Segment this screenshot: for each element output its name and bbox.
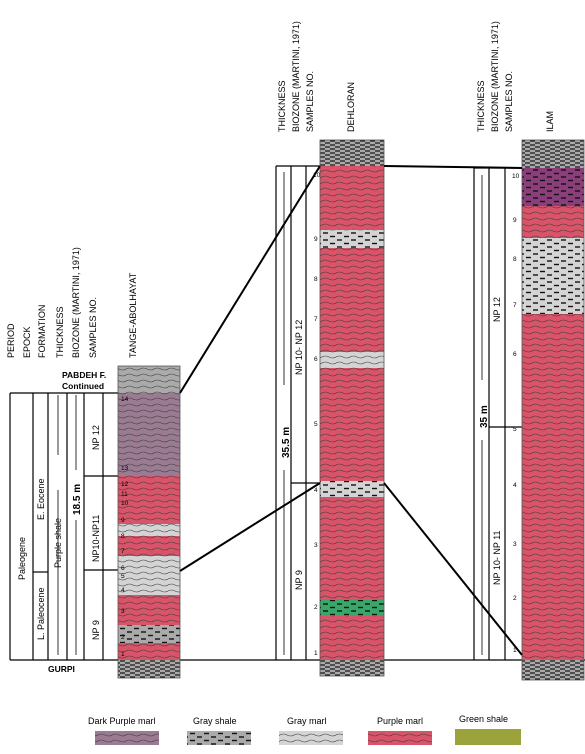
biozone-np9-dehloran: NP 9 xyxy=(294,570,304,590)
dehloran-sample-8: 8 xyxy=(314,276,318,283)
dehloran-thickness-value: 35.5 m xyxy=(281,427,292,458)
tange-sample-4: 4 xyxy=(121,587,125,594)
tange-sample-5: 5 xyxy=(121,573,125,580)
section-name-tange: TANGE-ABOLHAYAT xyxy=(128,272,138,358)
tange-sample-6: 6 xyxy=(121,565,125,572)
ilam-sample-10: 10 xyxy=(512,173,520,180)
ilam-header-biozone: BIOZONE (MARTINI, 1971) xyxy=(490,21,500,132)
dehloran-sample-10: 10 xyxy=(313,172,321,179)
tange-sample-7: 7 xyxy=(121,548,125,555)
legend-label-gray-marl: Gray marl xyxy=(287,716,327,726)
ilam-sample-1: 1 xyxy=(513,647,517,654)
ilam-thickness-value: 35 m xyxy=(479,405,490,428)
tange-sample-2: 2 xyxy=(121,634,125,641)
biozone-np12-tange: NP 12 xyxy=(91,425,101,450)
biozone-np9-tange: NP 9 xyxy=(91,620,101,640)
legend-item-green-shale: Green shale xyxy=(455,714,521,745)
tange-sample-13: 13 xyxy=(121,465,129,472)
dehloran-sample-numbers: 10 9 8 7 6 5 4 3 2 1 xyxy=(313,172,321,657)
legend-swatch-green-shale xyxy=(455,729,521,745)
legend-label-gray-shale: Gray shale xyxy=(193,716,237,726)
dehloran-header-thickness: THICKNESS xyxy=(277,80,287,132)
tange-sample-12: 12 xyxy=(121,481,129,488)
tange-sample-numbers: 14 13 12 11 10 9 8 7 6 5 4 3 2 1 xyxy=(121,396,129,658)
dehloran-sample-1: 1 xyxy=(314,650,318,657)
legend-label-dark-purple-marl: Dark Purple marl xyxy=(88,716,156,726)
tange-sample-9: 9 xyxy=(121,517,125,524)
ilam-sample-5: 5 xyxy=(513,426,517,433)
header-samples: SAMPLES NO. xyxy=(88,297,98,358)
header-period: PERIOD xyxy=(6,323,16,358)
period-label: Paleogene xyxy=(17,537,27,580)
biozone-np10-np11-tange: NP10-NP11 xyxy=(91,515,101,562)
ilam-header-samples: SAMPLES NO. xyxy=(504,71,514,132)
dehloran-sample-5: 5 xyxy=(314,421,318,428)
ilam-sample-7: 7 xyxy=(513,302,517,309)
ilam-sample-numbers: 10 9 8 7 6 5 4 3 2 1 xyxy=(512,173,520,654)
legend-item-dark-purple-marl: Dark Purple marl xyxy=(88,716,159,745)
ilam-header-thickness: THICKNESS xyxy=(476,80,486,132)
dehloran-sample-2: 2 xyxy=(314,604,318,611)
formation-purple-shale: Purple shale xyxy=(53,518,63,568)
legend-item-gray-marl: Gray marl xyxy=(279,716,343,745)
header-formation: FORMATION xyxy=(37,305,47,358)
ilam-sample-3: 3 xyxy=(513,541,517,548)
ilam-sample-4: 4 xyxy=(513,482,517,489)
dehloran-sample-6: 6 xyxy=(314,356,318,363)
tange-frame xyxy=(9,392,585,661)
base-formation-label: GURPI xyxy=(48,664,75,674)
epoch-l-paleocene: L. Paleocene xyxy=(36,587,46,640)
legend-label-purple-marl: Purple marl xyxy=(377,716,423,726)
tange-sample-14: 14 xyxy=(121,396,129,403)
epoch-e-eocene: E. Eocene xyxy=(36,478,46,520)
biozone-np10-np11-ilam: NP 10- NP 11 xyxy=(492,530,502,585)
dehloran-sample-9: 9 xyxy=(314,236,318,243)
ilam-sample-8: 8 xyxy=(513,256,517,263)
dehloran-frame xyxy=(275,165,320,660)
biozone-np12-ilam: NP 12 xyxy=(492,297,502,322)
biozone-np10-np12-dehloran: NP 10- NP 12 xyxy=(294,320,304,375)
tange-header-block: PERIOD EPOCK FORMATION THICKNESS BIOZONE… xyxy=(6,247,138,674)
tange-sample-8: 8 xyxy=(121,533,125,540)
dehloran-column xyxy=(319,139,385,677)
tange-thickness-value: 18.5 m xyxy=(72,484,83,515)
legend-item-purple-marl: Purple marl xyxy=(368,716,432,745)
dehloran-header-samples: SAMPLES NO. xyxy=(305,71,315,132)
dehloran-sample-4: 4 xyxy=(314,487,318,494)
tange-sample-10: 10 xyxy=(121,500,129,507)
section-name-dehloran: DEHLORAN xyxy=(346,82,356,132)
ilam-column xyxy=(521,139,585,681)
dehloran-header-biozone: BIOZONE (MARTINI, 1971) xyxy=(291,21,301,132)
ilam-sample-9: 9 xyxy=(513,217,517,224)
tange-column xyxy=(117,365,181,679)
legend-label-green-shale: Green shale xyxy=(459,714,508,724)
dehloran-sample-3: 3 xyxy=(314,542,318,549)
tange-sample-11: 11 xyxy=(121,491,128,498)
tange-sample-1: 1 xyxy=(121,651,125,658)
legend-item-gray-shale: Gray shale xyxy=(187,716,251,745)
section-name-ilam: ILAM xyxy=(545,111,555,132)
tange-sample-3: 3 xyxy=(121,608,125,615)
ilam-sample-6: 6 xyxy=(513,351,517,358)
ilam-sample-2: 2 xyxy=(513,595,517,602)
header-epock: EPOCK xyxy=(22,326,32,358)
correlation-lines xyxy=(179,165,523,656)
header-thickness: THICKNESS xyxy=(55,306,65,358)
tange-thickness-marks xyxy=(57,395,77,655)
legend: Dark Purple marl Gray shale Gray marl Pu… xyxy=(88,714,521,745)
header-biozone: BIOZONE (MARTINI, 1971) xyxy=(71,247,81,358)
dehloran-sample-7: 7 xyxy=(314,316,318,323)
top-formation-label: PABDEH F. Continued xyxy=(62,370,109,391)
